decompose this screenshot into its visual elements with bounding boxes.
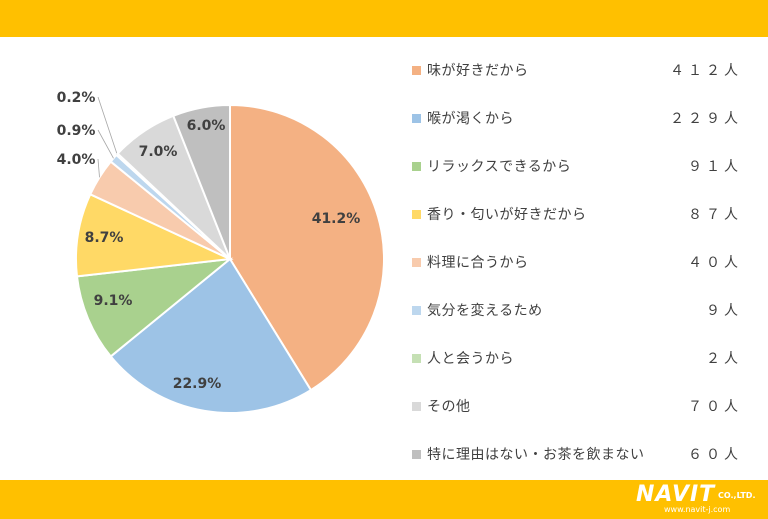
logo-url: www.navit-j.com xyxy=(664,505,731,514)
legend-count: ４０人 xyxy=(688,255,742,271)
pie-slice xyxy=(75,192,234,278)
legend-swatch xyxy=(412,305,421,315)
legend-item: その他 ７０人 xyxy=(412,396,742,416)
legend-swatch xyxy=(412,65,421,75)
legend-label: その他 xyxy=(427,399,471,415)
legend-label: 特に理由はない・お茶を飲まない xyxy=(427,447,645,463)
leader-line xyxy=(97,129,114,159)
legend-count: ４１２人 xyxy=(670,63,742,79)
pie-slice xyxy=(75,257,234,358)
legend-count: ２２９人 xyxy=(670,111,742,127)
pie-slice xyxy=(109,257,313,414)
logo-brand: NAVIT xyxy=(636,482,716,507)
pie-chart-svg: 41.2% 22.9% 9.1% 8.7% 4.0% 0.9% 0.2% 7.0% 6.0% xyxy=(57,90,385,414)
legend-item: リラックスできるから ９１人 xyxy=(412,156,742,176)
legend-label: 香り・匂いが好きだから xyxy=(427,207,587,223)
legend-item: 人と会うから ２人 xyxy=(412,348,742,368)
legend-item: 特に理由はない・お茶を飲まない ６０人 xyxy=(412,444,742,464)
legend-count: ６０人 xyxy=(688,447,742,463)
legend-swatch xyxy=(412,113,421,123)
slice-value-label: 41.2% xyxy=(312,211,361,227)
navit-logo: NAVIT CO.,LTD. www.navit-j.com xyxy=(636,482,762,516)
legend-item: 香り・匂いが好きだから ８７人 xyxy=(412,204,742,224)
legend-count: ９１人 xyxy=(688,159,742,175)
legend-swatch xyxy=(412,161,421,171)
leader-line xyxy=(97,96,118,155)
slice-value-label: 8.7% xyxy=(85,230,124,246)
legend-label: 料理に合うから xyxy=(427,255,529,271)
legend-count: ９人 xyxy=(706,303,742,319)
legend-swatch xyxy=(412,257,421,267)
legend-label: 喉が渇くから xyxy=(427,111,514,127)
slice-value-label: 0.9% xyxy=(57,123,96,139)
slice-value-label: 7.0% xyxy=(139,144,178,160)
legend-swatch xyxy=(412,209,421,219)
legend-item: 味が好きだから ４１２人 xyxy=(412,60,742,80)
bottom-banner xyxy=(0,480,768,519)
top-banner xyxy=(0,0,768,37)
slice-value-label: 22.9% xyxy=(173,376,222,392)
legend-item: 料理に合うから ４０人 xyxy=(412,252,742,272)
pie-slice xyxy=(172,103,231,260)
legend-swatch xyxy=(412,353,421,363)
leader-line xyxy=(97,158,100,178)
slice-value-label: 0.2% xyxy=(57,90,96,106)
legend-label: 人と会うから xyxy=(427,351,514,367)
slice-value-label: 9.1% xyxy=(94,293,133,309)
legend-swatch xyxy=(412,401,421,411)
legend-item: 喉が渇くから ２２９人 xyxy=(412,108,742,128)
legend-item: 気分を変えるため ９人 xyxy=(412,300,742,320)
legend-count: ８７人 xyxy=(688,207,742,223)
slice-value-label: 6.0% xyxy=(187,118,226,134)
slice-value-label: 4.0% xyxy=(57,152,96,168)
legend-count: ２人 xyxy=(706,351,742,367)
legend-label: 味が好きだから xyxy=(427,63,529,79)
legend-count: ７０人 xyxy=(688,399,742,415)
pie-slice xyxy=(229,103,385,392)
pie-chart: 41.2% 22.9% 9.1% 8.7% 4.0% 0.9% 0.2% 7.0% 6.0% xyxy=(0,37,400,480)
legend-label: リラックスできるから xyxy=(427,159,572,175)
legend-label: 気分を変えるため xyxy=(427,303,543,319)
logo-company-suffix: CO.,LTD. xyxy=(718,491,756,500)
legend-swatch xyxy=(412,449,421,459)
